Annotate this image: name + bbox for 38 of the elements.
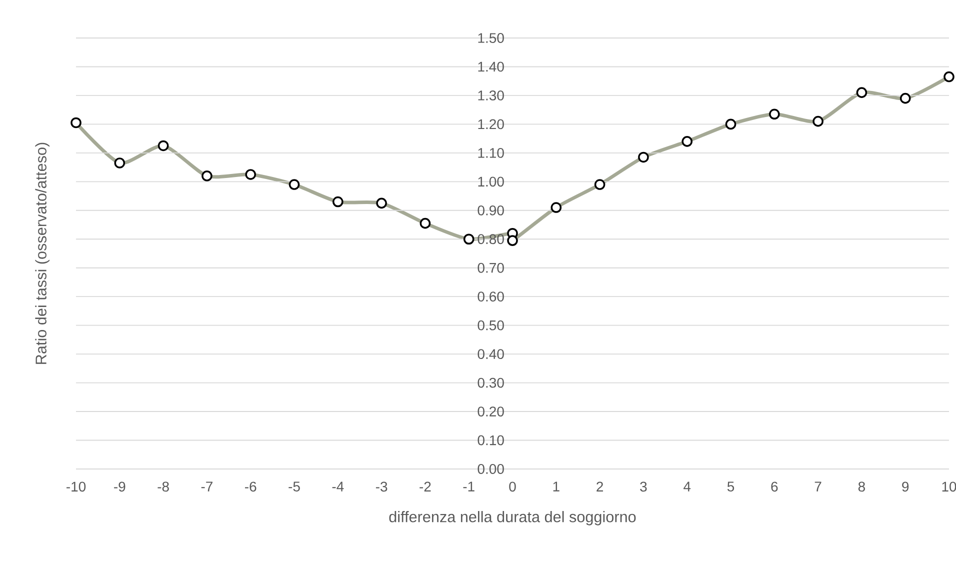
x-tick-label: 1 — [553, 482, 560, 492]
x-tick-label: 4 — [684, 482, 691, 492]
y-tick-label: 0.90 — [478, 205, 504, 216]
x-tick-label: 3 — [640, 482, 647, 492]
y-tick-label: 1.10 — [478, 148, 504, 158]
y-tick-label: 0.00 — [478, 464, 504, 474]
x-tick-label: -9 — [114, 482, 126, 492]
y-tick-label: 0.10 — [478, 435, 504, 446]
y-tick-label: 1.30 — [478, 90, 504, 100]
x-tick-label: 5 — [727, 482, 734, 492]
x-tick-label: -3 — [376, 482, 388, 492]
x-tick-label: 0 — [509, 482, 516, 492]
y-tick-label: 0.50 — [478, 320, 504, 330]
y-tick-label: 0.30 — [478, 378, 504, 388]
x-tick-label: 8 — [858, 482, 865, 492]
x-axis-title: differenza nella durata del soggiorno — [389, 511, 636, 526]
y-tick-label: 0.60 — [478, 292, 504, 302]
y-tick-label: 1.50 — [478, 33, 504, 43]
y-tick-label: 1.20 — [478, 119, 504, 130]
x-tick-label: 9 — [902, 482, 909, 492]
x-tick-label: -5 — [288, 482, 300, 492]
x-tick-label: 2 — [596, 482, 603, 492]
x-tick-label: -4 — [332, 482, 344, 492]
y-tick-label: 1.00 — [478, 176, 504, 187]
y-tick-label: 0.40 — [478, 349, 504, 360]
x-tick-label: -10 — [66, 482, 86, 492]
x-tick-label: 10 — [942, 482, 956, 492]
y-tick-label: 1.40 — [478, 62, 504, 72]
y-axis-title: Ratio dei tassi (osservato/atteso) — [35, 142, 50, 364]
x-tick-label: -8 — [158, 482, 169, 492]
x-tick-label: -7 — [201, 482, 212, 492]
y-tick-label: 0.20 — [478, 406, 504, 416]
x-tick-label: 7 — [814, 482, 822, 492]
x-tick-label: -6 — [245, 482, 256, 492]
x-tick-label: -2 — [420, 482, 431, 492]
x-tick-label: 6 — [771, 482, 778, 492]
y-tick-label: 0.70 — [478, 262, 504, 273]
x-tick-label: -1 — [463, 482, 474, 492]
